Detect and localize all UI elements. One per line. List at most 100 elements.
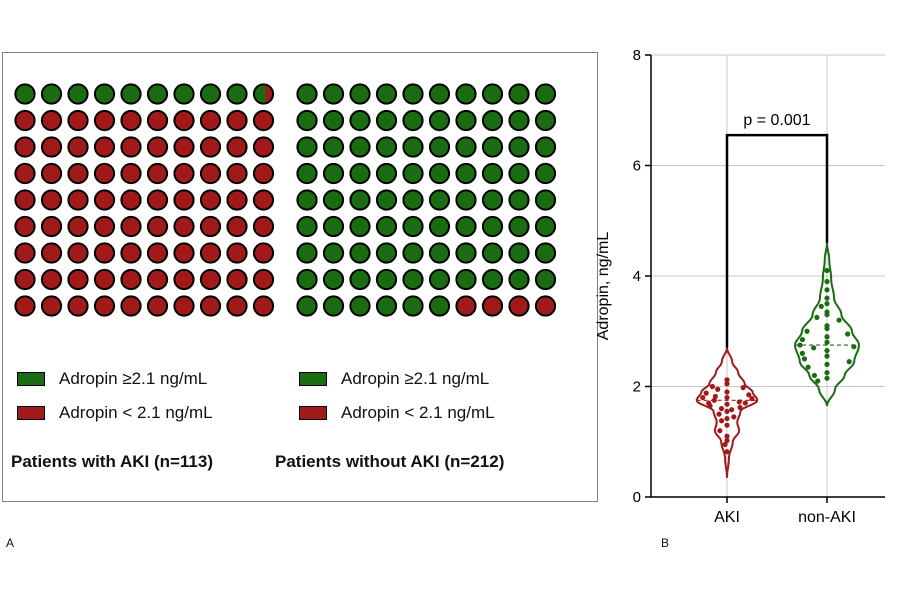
waffle-dot-green <box>322 295 345 317</box>
waffle-dot-green <box>508 242 530 264</box>
waffle-dot-red <box>173 268 195 291</box>
waffle-dot-green <box>455 109 477 132</box>
waffle-dot-green <box>455 136 477 158</box>
waffle-dot-red <box>93 215 116 238</box>
waffle-dot-red <box>14 162 36 185</box>
waffle-dot-red <box>120 268 142 291</box>
violin-outline-non-aki <box>794 242 860 407</box>
violin-data-point <box>818 303 824 309</box>
violin-data-point <box>740 385 746 391</box>
y-tick-label: 2 <box>633 379 641 396</box>
waffle-dot-green <box>455 83 477 105</box>
violin-data-point <box>700 394 706 401</box>
waffle-dot-red <box>199 109 222 132</box>
waffle-dot-red <box>199 268 222 291</box>
waffle-dot-green <box>349 242 371 264</box>
waffle-dot-green <box>67 83 89 105</box>
violin-data-point <box>824 278 830 285</box>
violin-data-point <box>836 317 842 323</box>
waffle-dot-red <box>67 109 89 132</box>
waffle-dot-red <box>146 189 169 211</box>
violin-data-point <box>724 381 730 387</box>
waffle-dot-green <box>428 189 451 211</box>
violin-data-point <box>824 287 830 293</box>
waffle-dot-green <box>428 83 451 105</box>
waffle-dot-red <box>14 189 36 211</box>
waffle-dot-red <box>14 295 36 317</box>
waffle-dot-red <box>40 215 63 238</box>
violin-data-point <box>811 345 817 351</box>
waffle-dot-green <box>14 83 36 105</box>
waffle-dot-red <box>120 215 142 238</box>
waffle-dot-red <box>508 295 530 317</box>
y-tick-label: 8 <box>633 47 641 64</box>
p-value-annotation: p = 0.001 <box>743 112 810 129</box>
violin-data-point <box>804 328 810 334</box>
waffle-dot-red <box>120 189 142 211</box>
waffle-dot-red <box>93 136 116 158</box>
waffle-dot-red <box>226 242 248 264</box>
waffle-dot-red <box>252 242 275 264</box>
waffle-dot-red <box>120 162 142 185</box>
waffle-dot-green <box>402 189 424 211</box>
violin-data-point <box>799 336 806 343</box>
waffle-dot-green <box>534 162 557 185</box>
waffle-dot-green <box>349 136 371 158</box>
waffle-dot-green <box>375 109 398 132</box>
violin-data-point <box>718 418 725 424</box>
violin-data-point <box>711 397 717 403</box>
waffle-dot-red <box>173 189 195 211</box>
panel-label-b: B <box>661 536 670 550</box>
violin-data-point <box>746 392 752 398</box>
legend-item-red-right: Adropin < 2.1 ng/mL <box>299 403 495 423</box>
waffle-dot-green <box>375 268 398 291</box>
waffle-dot-green <box>428 268 451 291</box>
waffle-dot-red <box>199 136 222 158</box>
violin-data-point <box>846 359 852 365</box>
violin-data-point <box>724 438 730 444</box>
x-tick-label: AKI <box>714 509 740 526</box>
legend-item-green-left: Adropin ≥2.1 ng/mL <box>17 369 207 389</box>
waffle-dot-green <box>349 162 371 185</box>
violin-data-point <box>749 396 755 402</box>
legend-label: Adropin < 2.1 ng/mL <box>59 403 213 422</box>
waffle-dot-red <box>14 242 36 264</box>
waffle-dot-green <box>534 268 557 291</box>
violin-data-point <box>709 383 715 390</box>
violin-data-point <box>724 449 730 455</box>
waffle-dot-red <box>14 215 36 238</box>
waffle-dot-green <box>534 109 557 132</box>
waffle-dot-mixed <box>252 83 275 105</box>
waffle-dot-green <box>534 83 557 105</box>
violin-data-point <box>724 415 730 422</box>
waffle-dot-green <box>296 268 318 291</box>
waffle-dot-red <box>199 215 222 238</box>
violin-data-point <box>724 389 730 395</box>
violin-data-point <box>805 364 811 370</box>
waffle-dot-green <box>402 83 424 105</box>
waffle-dot-red <box>40 136 63 158</box>
waffle-dot-green <box>402 162 424 185</box>
waffle-dot-red <box>455 295 477 317</box>
waffle-dot-green <box>402 136 424 158</box>
waffle-dot-green <box>534 215 557 238</box>
waffle-dot-green <box>481 83 504 105</box>
waffle-dot-green <box>296 242 318 264</box>
waffle-dot-green <box>402 215 424 238</box>
waffle-dot-green <box>322 109 345 132</box>
violin-data-point <box>814 314 820 321</box>
violin-data-point <box>717 428 723 434</box>
waffle-dot-green <box>296 136 318 158</box>
violin-data-point <box>724 433 730 439</box>
violin-data-point <box>724 394 730 401</box>
waffle-dot-red <box>67 268 89 291</box>
waffle-dot-green <box>375 136 398 158</box>
waffle-dot-green <box>481 162 504 185</box>
violin-data-point <box>797 342 803 348</box>
waffle-dot-red <box>252 109 275 132</box>
violin-data-point <box>724 377 730 383</box>
waffle-dot-green <box>296 109 318 132</box>
waffle-dot-green <box>455 162 477 185</box>
violin-data-point <box>824 312 830 318</box>
violin-plot-svg: 0 2 4 6 8 AKI non-AKI Adropin, ng/mL p = 0.001 <box>595 47 885 526</box>
